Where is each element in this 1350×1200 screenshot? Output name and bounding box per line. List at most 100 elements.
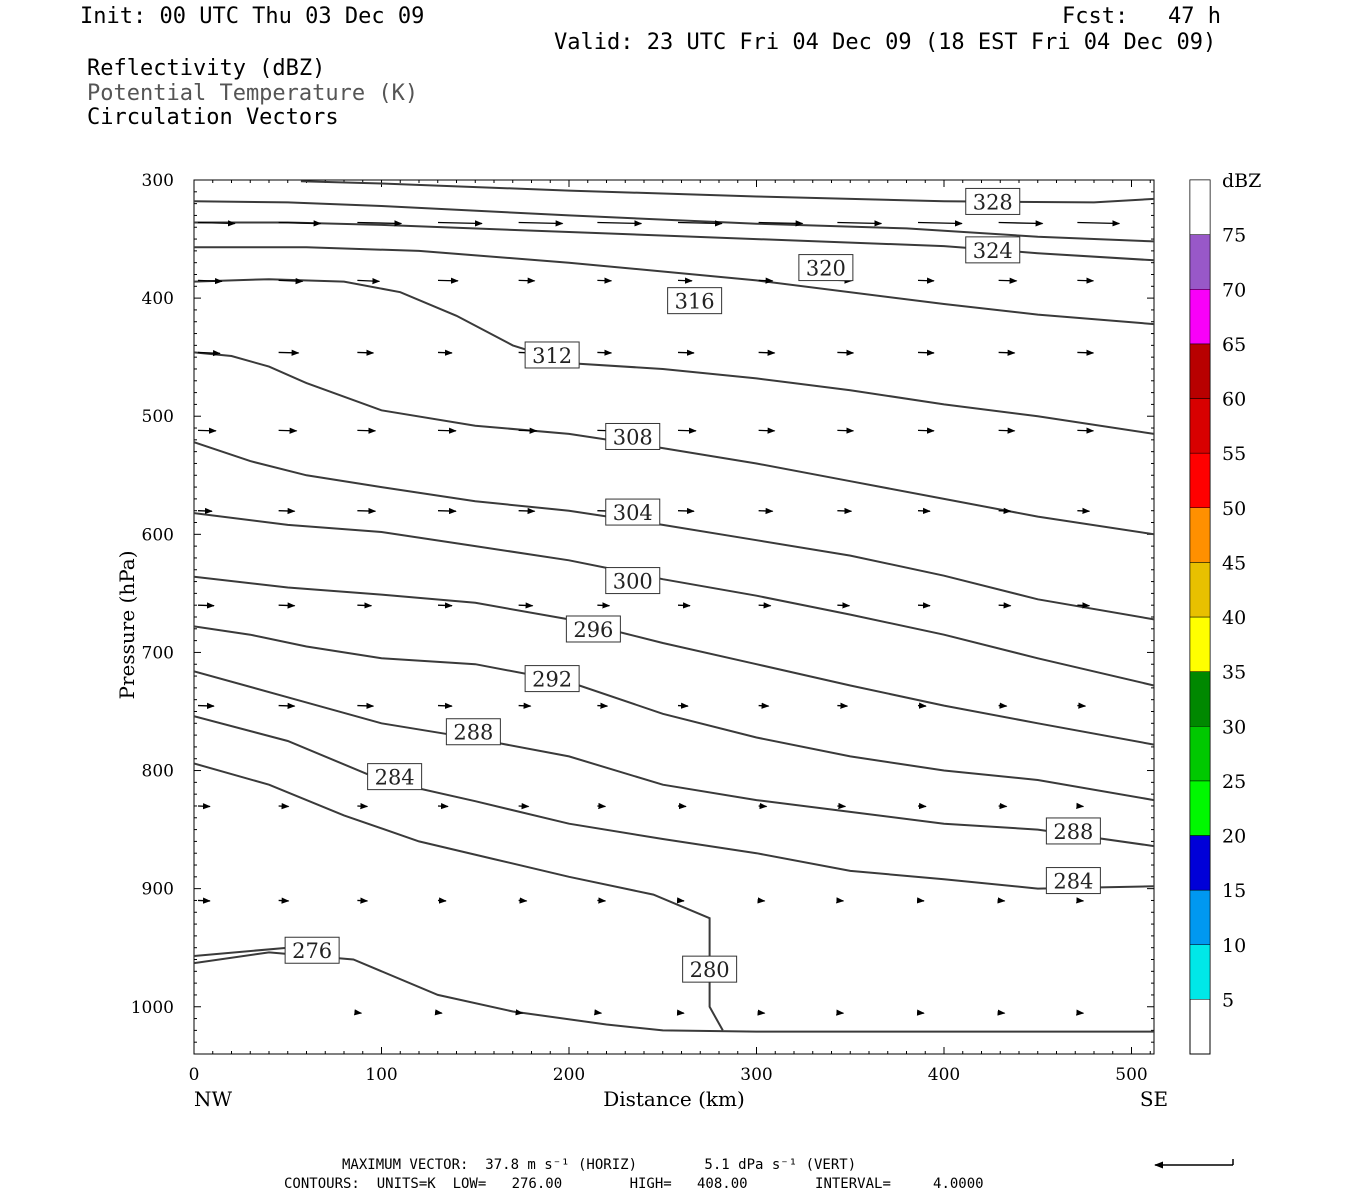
circulation-vector xyxy=(677,220,723,227)
y-tick-label: 700 xyxy=(142,643,174,663)
colorbar-band xyxy=(1189,562,1211,618)
circulation-vector xyxy=(917,802,927,810)
contour-label: 316 xyxy=(675,290,715,314)
circulation-vector xyxy=(1077,602,1091,609)
circulation-vector xyxy=(1077,349,1095,356)
y-tick-label: 900 xyxy=(142,880,174,900)
contour-label-box xyxy=(605,567,661,595)
se-label: SE xyxy=(1140,1087,1168,1111)
colorbar-level-label: 40 xyxy=(1222,607,1246,629)
circulation-vector xyxy=(758,507,774,515)
circulation-vector xyxy=(758,702,770,709)
contour-label-box xyxy=(965,236,1021,264)
contour-label: 292 xyxy=(532,668,572,692)
contour-label: 308 xyxy=(613,425,653,449)
circulation-vector xyxy=(917,427,935,434)
circulation-vector xyxy=(197,702,215,709)
footer-contours: CONTOURS: UNITS=K LOW= 276.00 HIGH= 408.… xyxy=(284,1176,984,1192)
colorbar-band xyxy=(1189,616,1211,672)
field-potential-temperature: Potential Temperature (K) xyxy=(87,81,419,106)
field-reflectivity: Reflectivity (dBZ) xyxy=(87,56,326,81)
circulation-vector xyxy=(1076,897,1085,904)
circulation-vector xyxy=(917,602,931,609)
nw-label: NW xyxy=(194,1087,233,1111)
contour-label-box xyxy=(524,341,580,369)
circulation-vector xyxy=(998,507,1012,515)
circulation-vector xyxy=(758,349,776,356)
y-tick-label: 1000 xyxy=(131,998,174,1018)
circulation-vector xyxy=(997,1009,1006,1016)
contour-label: 296 xyxy=(573,618,613,642)
y-axis-label: Pressure (hPa) xyxy=(115,551,139,700)
colorbar-level-label: 70 xyxy=(1222,279,1246,301)
circulation-vector xyxy=(197,350,221,357)
circulation-vector xyxy=(837,702,849,709)
circulation-vector xyxy=(437,427,457,434)
circulation-vector xyxy=(594,1009,603,1016)
x-tick-label: 400 xyxy=(928,1065,960,1085)
contour-label: 304 xyxy=(613,501,653,525)
circulation-vector xyxy=(437,897,447,904)
circulation-vector xyxy=(998,427,1016,434)
valid-time: Valid: 23 UTC Fri 04 Dec 09 (18 EST Fri … xyxy=(554,30,1217,55)
circulation-vector xyxy=(518,803,530,810)
circulation-vector xyxy=(837,802,847,810)
circulation-vector xyxy=(998,602,1012,609)
circulation-vector xyxy=(677,802,687,810)
circulation-vector xyxy=(515,1009,524,1016)
x-axis-label: Distance (km) xyxy=(603,1087,745,1111)
circulation-vector xyxy=(278,803,290,810)
theta-contour-328 xyxy=(300,180,1154,204)
circulation-vector xyxy=(677,602,691,609)
circulation-vector xyxy=(1077,702,1087,709)
colorbar-band xyxy=(1189,944,1211,1000)
circulation-vector xyxy=(917,507,931,515)
colorbar-band xyxy=(1189,835,1211,891)
circulation-vector xyxy=(1076,802,1085,809)
circulation-vector xyxy=(837,602,851,609)
circulation-vector xyxy=(1077,220,1121,227)
circulation-vector xyxy=(677,427,697,434)
y-tick-label: 600 xyxy=(142,525,174,545)
y-tick-label: 800 xyxy=(142,762,174,782)
circulation-vector xyxy=(1077,427,1095,434)
contour-label-box xyxy=(798,254,854,282)
contour-label: 300 xyxy=(613,570,653,594)
circulation-vector xyxy=(197,507,213,515)
init-time: Init: 00 UTC Thu 03 Dec 09 xyxy=(80,4,425,29)
colorbar-level-label: 55 xyxy=(1222,443,1246,465)
contour-label-box xyxy=(524,665,580,693)
circulation-vector xyxy=(676,897,685,904)
forecast-hour: Fcst: 47 h xyxy=(1062,4,1221,29)
colorbar-level-label: 50 xyxy=(1222,498,1246,520)
circulation-vector xyxy=(916,897,925,904)
contour-label-box xyxy=(445,718,501,746)
colorbar-level-label: 60 xyxy=(1222,389,1246,411)
circulation-vector xyxy=(357,702,375,709)
circulation-vector xyxy=(677,277,693,284)
colorbar-band xyxy=(1189,398,1211,454)
theta-contour-312 xyxy=(194,351,1154,536)
x-tick-label: 300 xyxy=(740,1065,772,1085)
theta-contour-276 xyxy=(194,946,288,957)
circulation-vector xyxy=(758,220,804,227)
circulation-vector xyxy=(757,1009,766,1016)
circulation-vector xyxy=(998,802,1008,810)
colorbar-level-label: 75 xyxy=(1222,225,1246,247)
circulation-vector xyxy=(597,802,607,810)
circulation-vector xyxy=(354,1009,363,1016)
contour-label-box xyxy=(965,187,1021,215)
plot-frame xyxy=(193,179,1155,1055)
theta-contour-288 xyxy=(194,715,1154,890)
circulation-vector xyxy=(837,349,855,356)
circulation-vector xyxy=(597,220,643,227)
contour-label: 324 xyxy=(973,239,1013,263)
colorbar-level-label: 15 xyxy=(1222,880,1246,902)
x-tick-label: 200 xyxy=(553,1065,585,1085)
circulation-vector xyxy=(836,1009,845,1016)
circulation-vector xyxy=(677,349,695,356)
circulation-vector xyxy=(197,427,217,434)
contour-label: 284 xyxy=(375,766,415,790)
contour-label-box xyxy=(367,763,423,791)
